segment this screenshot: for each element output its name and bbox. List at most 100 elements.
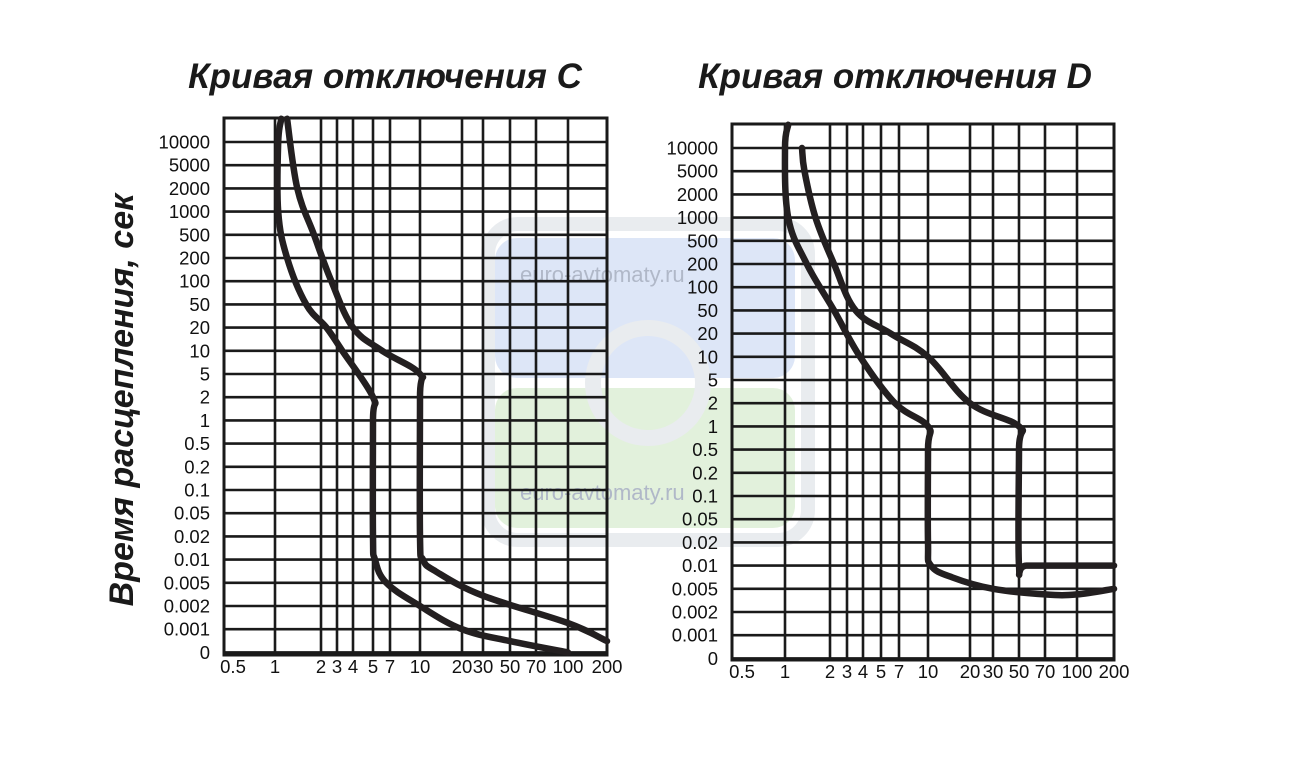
chart-c-grid xyxy=(222,116,609,657)
chart-c-x-tick-label: 1 xyxy=(270,656,280,677)
chart-c-y-tick-label: 0.005 xyxy=(164,572,210,593)
chart-c-x-tick-label: 20 xyxy=(452,656,473,677)
chart-c-x-ticks: 0.5 1 2 3 4 5 7 10 20 30 50 70 100 200 xyxy=(220,656,622,677)
watermark-top-panel xyxy=(495,238,795,378)
chart-d-x-tick-label: 100 xyxy=(1062,661,1093,682)
chart-d-y-tick-label: 0.05 xyxy=(682,509,718,530)
chart-c-y-tick-label: 100 xyxy=(179,271,210,292)
y-axis-label: Время расцепления, сек xyxy=(103,192,141,606)
chart-d-x-tick-label: 7 xyxy=(894,661,904,682)
chart-d-x-tick-label: 0.5 xyxy=(729,661,755,682)
chart-c-y-tick-label: 5 xyxy=(200,364,210,385)
chart-c-x-tick-label: 70 xyxy=(526,656,547,677)
chart-d-y-tick-label: 2000 xyxy=(677,184,718,205)
chart-c-y-tick-label: 1000 xyxy=(169,201,210,222)
watermark-bottom-panel xyxy=(495,388,795,528)
chart-c-y-tick-label: 0.2 xyxy=(184,456,210,477)
chart-d-y-tick-label: 50 xyxy=(697,300,718,321)
chart-d-y-tick-label: 0.5 xyxy=(692,439,718,460)
chart-d-y-tick-label: 1 xyxy=(708,416,718,437)
chart-d-y-tick-label: 0.2 xyxy=(692,462,718,483)
chart-c-x-tick-label: 30 xyxy=(473,656,494,677)
watermark-logo: euro-avtomaty.ru euro-avtomaty.ru xyxy=(481,217,815,547)
chart-d-y-tick-label: 500 xyxy=(687,230,718,251)
chart-c-y-tick-label: 0.1 xyxy=(184,480,210,501)
chart-d-x-tick-label: 50 xyxy=(1009,661,1030,682)
chart-c-y-tick-label: 0.05 xyxy=(174,503,210,524)
watermark-frame xyxy=(481,217,815,547)
chart-d-x-tick-label: 20 xyxy=(960,661,981,682)
chart-d-y-tick-label: 0.02 xyxy=(682,532,718,553)
chart-d-x-tick-label: 30 xyxy=(983,661,1004,682)
chart-d-y-ticks: 100005000200010005002001005020105210.50.… xyxy=(667,138,718,669)
watermark-ring xyxy=(585,320,711,446)
chart-d-y-tick-label: 10 xyxy=(697,346,718,367)
chart-d-y-tick-label: 1000 xyxy=(677,207,718,228)
chart-d-y-tick-label: 0.01 xyxy=(682,555,718,576)
chart-c-y-tick-label: 10000 xyxy=(159,132,210,153)
chart-d-x-tick-label: 10 xyxy=(918,661,939,682)
chart-d-y-tick-label: 0.001 xyxy=(672,625,718,646)
chart-c-x-tick-label: 50 xyxy=(500,656,521,677)
chart-c-frame xyxy=(222,116,609,657)
chart-d-y-tick-label: 2 xyxy=(708,393,718,414)
chart-d-y-tick-label: 0.005 xyxy=(672,578,718,599)
chart-c-x-tick-label: 0.5 xyxy=(220,656,246,677)
watermark-text-bottom: euro-avtomaty.ru xyxy=(520,480,685,505)
chart-d-x-tick-label: 3 xyxy=(842,661,852,682)
chart-c-x-tick-label: 3 xyxy=(332,656,342,677)
chart-d-y-tick-label: 20 xyxy=(697,323,718,344)
chart-c-y-tick-label: 50 xyxy=(189,294,210,315)
chart-d-grid xyxy=(730,122,1116,662)
chart-c-title: Кривая отключения C xyxy=(188,57,582,96)
chart-d-curve-lower xyxy=(781,121,1118,599)
chart-d-y-tick-label: 5000 xyxy=(677,161,718,182)
chart-c-x-tick-label: 5 xyxy=(368,656,378,677)
chart-d-curve-upper xyxy=(798,144,1118,579)
chart-c-y-tick-label: 2 xyxy=(200,387,210,408)
chart-c-y-tick-label: 0.5 xyxy=(184,433,210,454)
chart-c-y-tick-label: 0.001 xyxy=(164,619,210,640)
chart-c-y-tick-label: 200 xyxy=(179,248,210,269)
chart-d-y-tick-label: 10000 xyxy=(667,138,718,159)
chart-d-x-tick-label: 2 xyxy=(825,661,835,682)
chart-d-x-tick-label: 70 xyxy=(1035,661,1056,682)
chart-c-curve-upper xyxy=(283,115,611,645)
chart-d-y-tick-label: 200 xyxy=(687,254,718,275)
chart-c-x-tick-label: 7 xyxy=(385,656,395,677)
chart-c-x-tick-label: 4 xyxy=(348,656,358,677)
chart-c-y-tick-label: 5000 xyxy=(169,155,210,176)
chart-d-x-ticks: 0.5 1 2 3 4 5 7 10 20 30 50 70 100 200 xyxy=(729,661,1129,682)
chart-c-curves xyxy=(274,115,611,656)
chart-c-y-tick-label: 2000 xyxy=(169,178,210,199)
chart-c-curve-lower xyxy=(274,115,572,656)
chart-d-y-tick-label: 5 xyxy=(708,370,718,391)
chart-c-y-tick-label: 20 xyxy=(189,317,210,338)
chart-d-frame xyxy=(730,122,1116,662)
trip-curve-d-chart: Кривая отключения D 10000500020001000500… xyxy=(667,57,1130,682)
chart-d-y-tick-label: 0.002 xyxy=(672,602,718,623)
chart-d-x-tick-label: 4 xyxy=(858,661,868,682)
trip-curve-c-chart: Кривая отключения C 10000500020001000500… xyxy=(159,57,623,677)
chart-d-x-tick-label: 1 xyxy=(780,661,790,682)
chart-d-x-tick-label: 5 xyxy=(876,661,886,682)
chart-d-y-tick-label: 0.1 xyxy=(692,486,718,507)
chart-c-y-tick-label: 500 xyxy=(179,224,210,245)
chart-d-y-tick-label: 100 xyxy=(687,277,718,298)
chart-c-x-tick-label: 10 xyxy=(410,656,431,677)
chart-c-y-tick-label: 0.002 xyxy=(164,596,210,617)
chart-c-y-tick-label: 10 xyxy=(189,340,210,361)
chart-d-y-tick-label: 0 xyxy=(708,648,718,669)
watermark-text-top: euro-avtomaty.ru xyxy=(520,262,685,287)
chart-c-x-tick-label: 2 xyxy=(316,656,326,677)
chart-d-title: Кривая отключения D xyxy=(698,57,1092,96)
chart-c-x-tick-label: 200 xyxy=(592,656,623,677)
chart-d-x-tick-label: 200 xyxy=(1099,661,1130,682)
chart-c-x-tick-label: 100 xyxy=(553,656,584,677)
chart-c-y-ticks: 100005000200010005002001005020105210.50.… xyxy=(159,132,210,663)
chart-c-y-tick-label: 0.02 xyxy=(174,526,210,547)
chart-c-y-tick-label: 0 xyxy=(200,642,210,663)
chart-c-y-tick-label: 1 xyxy=(200,410,210,431)
